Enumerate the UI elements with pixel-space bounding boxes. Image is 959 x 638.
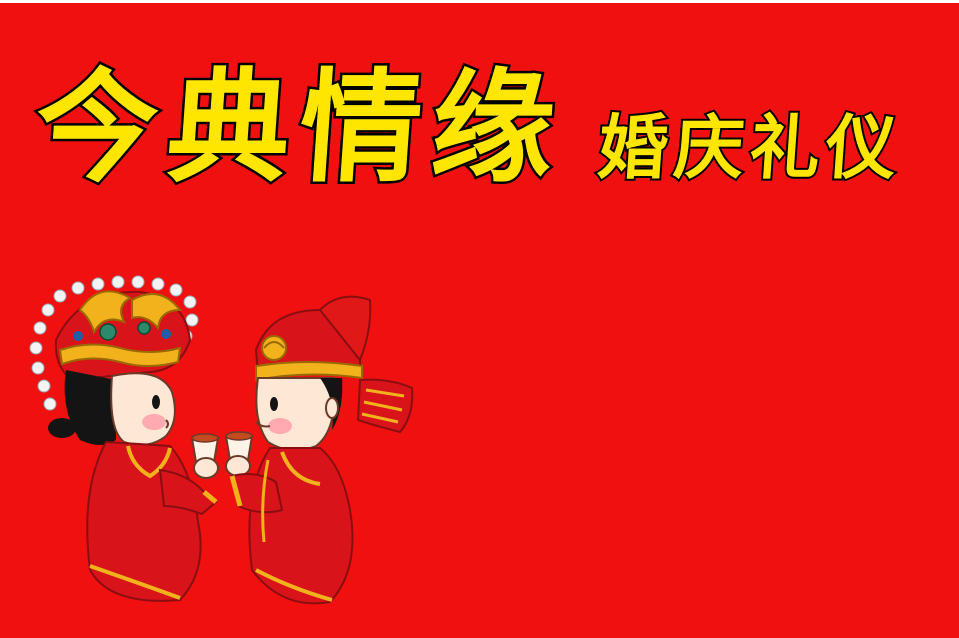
- banner-subtitle: 婚庆礼仪: [593, 104, 907, 191]
- top-border-line: [0, 0, 959, 3]
- wedding-couple-illustration: [29, 275, 414, 605]
- bride-figure: [29, 275, 218, 602]
- banner-title: 今典情缘: [28, 53, 571, 202]
- wine-cups: [190, 431, 254, 479]
- groom-figure: [229, 295, 414, 605]
